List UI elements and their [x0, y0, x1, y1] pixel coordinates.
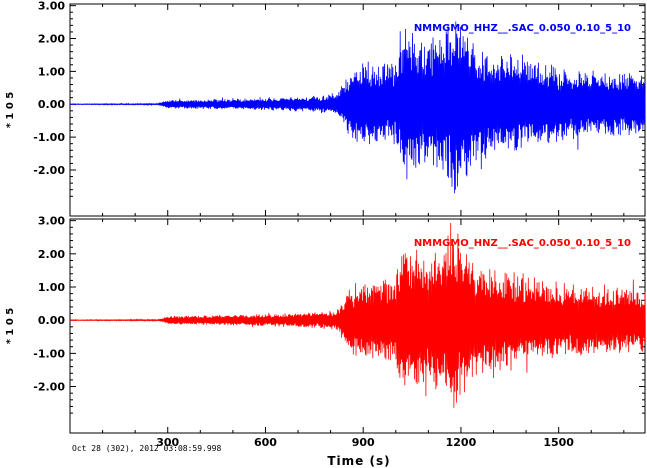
y-tick-label: 1.00	[38, 65, 65, 78]
y-tick-label: 3.00	[38, 215, 65, 228]
x-axis: 300 600 900 1200 1500	[156, 436, 574, 449]
y-tick-label: -2.00	[33, 381, 65, 394]
y-tick-label: -2.00	[33, 164, 65, 177]
x-tick-label: 1500	[543, 436, 574, 449]
top-panel: 3.00 2.00 1.00 0.00 -1.00 -2.00 * 1 0 5 NMMGMO_…	[5, 0, 646, 217]
y-axis-label: * 1 0 5	[5, 308, 16, 345]
y-tick-label: 2.00	[38, 33, 65, 46]
waveform-trace	[69, 222, 646, 408]
x-axis-label: Time (s)	[327, 454, 390, 468]
bottom-panel: 3.00 2.00 1.00 0.00 -1.00 -2.00 * 1 0 5 NMMGMO_…	[5, 215, 646, 434]
y-tick-label: 0.00	[38, 98, 65, 111]
x-tick-label: 900	[352, 436, 375, 449]
trace-title: NMMGMO_HNZ__.SAC_0.050_0.10_5_10	[414, 238, 631, 249]
trace-title: NMMGMO_HHZ__.SAC_0.050_0.10_5_10	[414, 23, 631, 34]
x-tick-label: 300	[156, 436, 179, 449]
y-tick-label: -1.00	[33, 131, 65, 144]
y-tick-label: -1.00	[33, 347, 65, 360]
date-label: Oct 28 (302), 2012 03:08:59.998	[72, 444, 221, 453]
y-axis-label: * 1 0 5	[5, 92, 16, 129]
x-tick-label: 1200	[446, 436, 477, 449]
waveform-trace	[69, 21, 646, 194]
x-tick-label: 600	[254, 436, 277, 449]
y-tick-label: 2.00	[38, 248, 65, 261]
y-tick-label: 1.00	[38, 281, 65, 294]
y-tick-label: 0.00	[38, 314, 65, 327]
y-tick-label: 3.00	[38, 0, 65, 13]
